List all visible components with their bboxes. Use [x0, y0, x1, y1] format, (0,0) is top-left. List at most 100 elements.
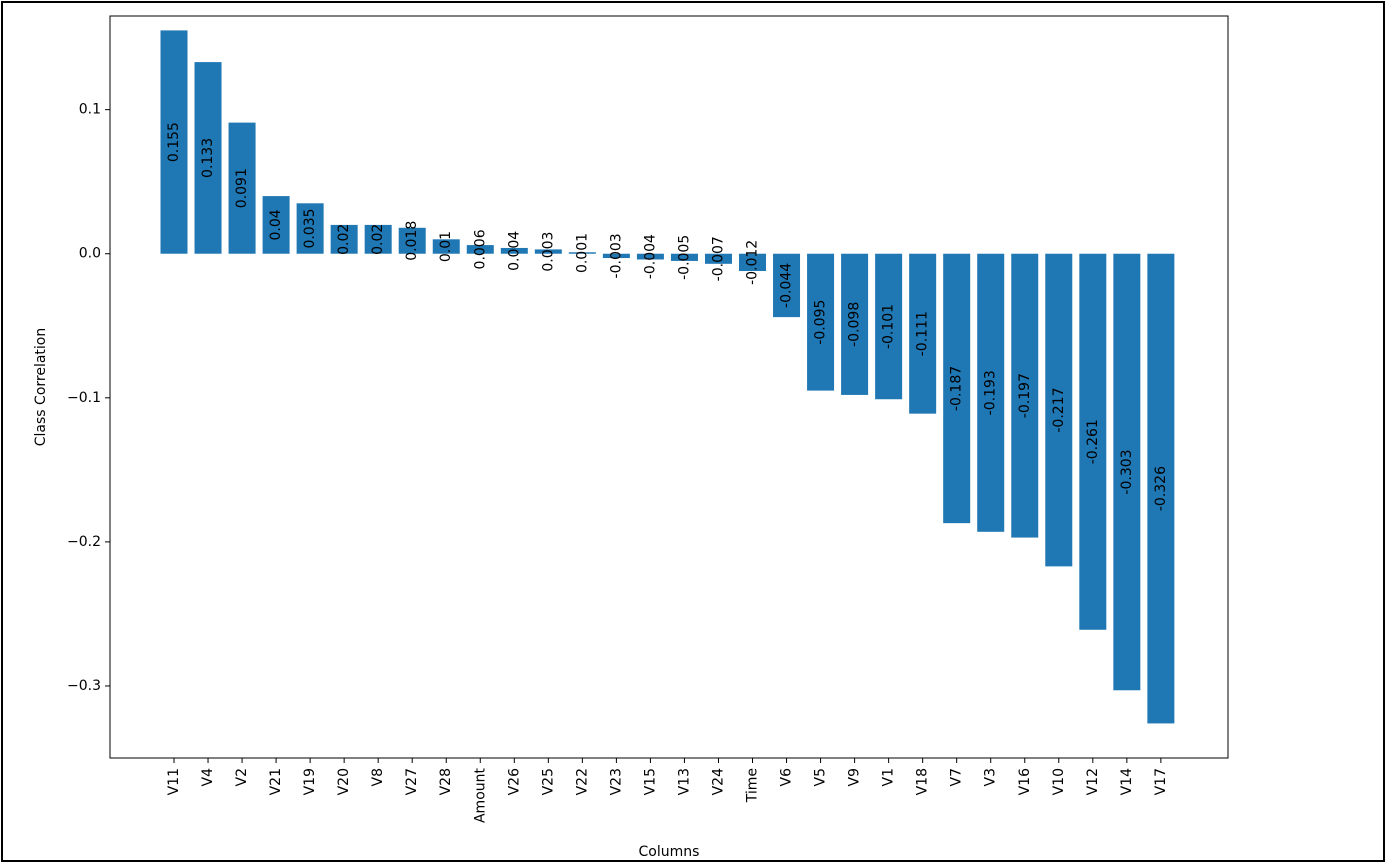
bar-v3: [977, 253, 1005, 532]
bar-value-label: 0.035: [302, 208, 318, 248]
bar-v11: [160, 30, 188, 254]
bar-value-label: -0.111: [915, 311, 931, 356]
plot-area: [109, 15, 1229, 759]
bar-value-label: 0.02: [370, 224, 386, 255]
bar-value-label: -0.303: [1119, 449, 1135, 494]
x-tick-label: V22: [574, 768, 590, 795]
bar-v9: [841, 253, 869, 395]
bar-v18: [909, 253, 937, 414]
bar-value-label: 0.006: [472, 229, 488, 269]
bar-value-label: 0.001: [574, 233, 590, 273]
bar-value-label: -0.012: [745, 240, 761, 285]
x-tick-label: V23: [608, 768, 624, 795]
bar-v1: [875, 253, 903, 400]
y-tick-label: −0.3: [67, 678, 101, 694]
bar-value-label: 0.04: [268, 209, 284, 240]
bar-v22: [568, 252, 596, 254]
y-tick-label: 0.1: [79, 102, 101, 118]
bar-value-label: 0.003: [540, 232, 556, 272]
bar-value-label: -0.007: [710, 236, 726, 281]
bar-value-label: 0.133: [200, 138, 216, 178]
bar-value-label: -0.187: [949, 366, 965, 411]
x-tick-label: V5: [813, 768, 829, 786]
bar-value-label: 0.01: [438, 231, 454, 262]
bar-value-label: -0.101: [881, 304, 897, 349]
bar-value-label: -0.098: [847, 302, 863, 347]
bar-v25: [534, 249, 562, 254]
bar-v17: [1147, 253, 1175, 724]
x-tick-label: V2: [234, 768, 250, 786]
bar-value-label: 0.155: [166, 122, 182, 162]
bar-amount: [466, 245, 494, 254]
x-tick-label: Time: [745, 768, 761, 803]
bar-v2: [228, 122, 256, 254]
bar-value-label: -0.193: [983, 370, 999, 415]
x-tick-label: V20: [336, 768, 352, 795]
bar-v20: [330, 224, 358, 254]
bar-v27: [398, 227, 426, 254]
y-axis-ticks: 0.1 0.0 −0.1 −0.2 −0.3: [67, 102, 110, 694]
x-tick-label: V18: [915, 768, 931, 795]
bar-v4: [194, 62, 222, 254]
x-tick-label: V26: [506, 768, 522, 795]
bar-value-label: -0.044: [779, 263, 795, 308]
y-tick-label: −0.1: [67, 390, 101, 406]
bar-v12: [1079, 253, 1107, 630]
x-tick-label: V4: [200, 768, 216, 787]
x-axis-title: Columns: [639, 844, 700, 860]
bar-value-label: -0.003: [608, 233, 624, 278]
bar-v14: [1113, 253, 1141, 691]
bar-time: [739, 253, 767, 272]
x-tick-label: V21: [268, 768, 284, 795]
x-tick-label: V19: [302, 768, 318, 795]
bar-v8: [364, 224, 392, 254]
x-tick-label: V11: [166, 768, 182, 795]
x-tick-label: V24: [710, 768, 726, 795]
bar-v7: [943, 253, 971, 524]
x-tick-label: V12: [1085, 768, 1101, 795]
bar-v19: [296, 203, 324, 254]
x-tick-label: V16: [1017, 768, 1033, 795]
bar-v5: [807, 253, 835, 391]
x-tick-label: V14: [1119, 768, 1135, 795]
bar-v21: [262, 196, 290, 254]
bar-v28: [432, 239, 460, 254]
x-tick-label: V8: [370, 768, 386, 786]
bar-value-label: -0.004: [642, 234, 658, 279]
y-tick-label: 0.0: [79, 246, 101, 262]
x-tick-label: V28: [438, 768, 454, 795]
bar-value-label: -0.095: [813, 300, 829, 345]
bar-v10: [1045, 253, 1073, 567]
bar-value-label: -0.197: [1017, 373, 1033, 418]
x-tick-label: V6: [779, 768, 795, 787]
x-tick-label: V27: [404, 768, 420, 795]
bar-value-label: -0.261: [1085, 419, 1101, 464]
x-tick-label: V17: [1153, 768, 1169, 795]
bar-v16: [1011, 253, 1039, 538]
bar-v13: [670, 253, 698, 261]
y-tick-label: −0.2: [67, 534, 101, 550]
bar-value-label: 0.02: [336, 224, 352, 255]
x-tick-label: V15: [642, 768, 658, 795]
bar-v15: [636, 253, 664, 260]
bar-value-label: -0.217: [1051, 387, 1067, 432]
x-tick-label: Amount: [472, 767, 488, 823]
x-tick-label: V1: [881, 768, 897, 786]
bar-v26: [500, 247, 528, 254]
bar-value-label: -0.005: [676, 235, 692, 280]
bar-value-label: 0.018: [404, 221, 420, 261]
bar-labels-group: 0.155 0.133 0.091 0.04 0.035 0.02 0.02 0.018 0.0…: [166, 122, 1169, 511]
x-tick-label: V3: [983, 768, 999, 786]
bar-v6: [773, 253, 801, 318]
y-axis-title: Class Correlation: [33, 328, 49, 446]
x-tick-label: V13: [676, 768, 692, 795]
bar-value-label: -0.326: [1153, 466, 1169, 511]
x-axis-ticks: V11 V4 V2 V21 V19 V20 V8 V27 V28 Amount V26 V25 V22 V…: [166, 758, 1169, 823]
bar-value-label: 0.004: [506, 231, 522, 271]
bar-value-label: 0.091: [234, 168, 250, 208]
bar-v24: [704, 253, 732, 264]
x-tick-label: V9: [847, 768, 863, 786]
x-tick-label: V25: [540, 768, 556, 795]
bar-v23: [602, 253, 630, 259]
